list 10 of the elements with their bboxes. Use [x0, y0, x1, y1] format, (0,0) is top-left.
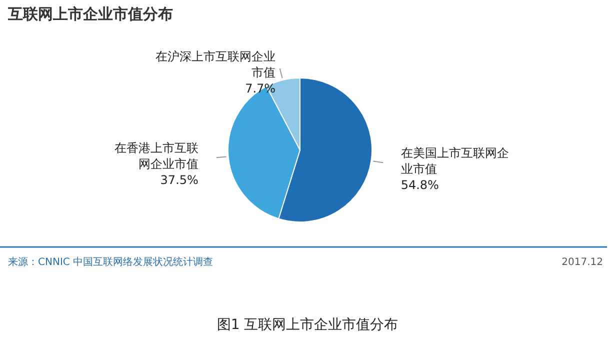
slice-label: 在美国上市互联网企业市值 — [400, 146, 509, 176]
data-label: 54.8% — [400, 178, 439, 192]
caption: 图1 互联网上市企业市值分布 — [216, 317, 398, 333]
source-note: 来源：CNNIC 中国互联网络发展状况统计调查 — [8, 256, 214, 268]
chart-title: 互联网上市企业市值分布 — [7, 5, 173, 23]
slice-label: 在香港上市互联网企业市值 — [114, 140, 198, 171]
text: 2017.12 — [562, 257, 603, 268]
slice-label: 在沪深上市互联网企业市值 — [156, 50, 276, 80]
data-label: 7.7% — [245, 82, 276, 96]
data-label: 37.5% — [160, 172, 198, 187]
